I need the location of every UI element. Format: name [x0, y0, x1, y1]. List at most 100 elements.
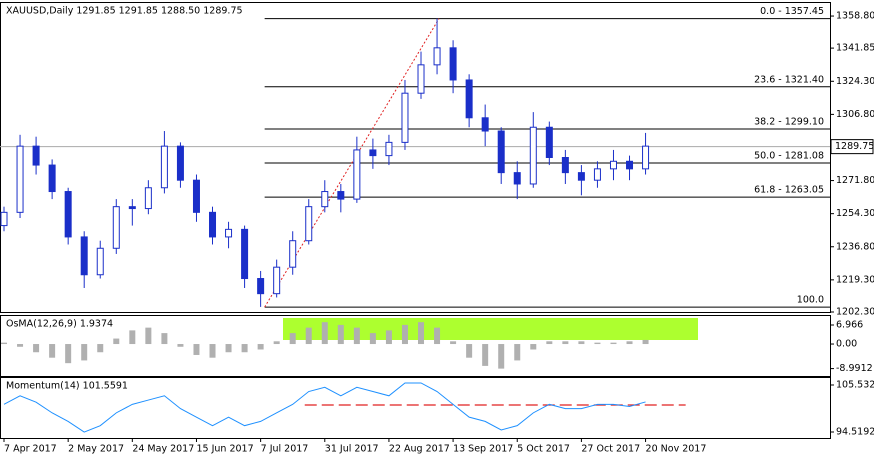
last-price-label: 1289.75: [835, 141, 874, 152]
candle-body: [80, 236, 88, 276]
y-tick-label: 1202.30: [836, 307, 874, 318]
y-tick-label: 0.00: [836, 339, 857, 350]
candle-body: [337, 191, 345, 200]
candle-body: [144, 187, 152, 210]
osma-bar: [546, 341, 553, 345]
candle-body: [96, 247, 104, 276]
fib-label: 23.6 - 1321.40: [754, 74, 824, 85]
osma-bar: [129, 330, 136, 345]
osma-bar: [530, 344, 537, 350]
candle-body: [529, 126, 537, 185]
osma-bar: [145, 327, 152, 345]
candle-body: [128, 206, 136, 210]
osma-bar: [33, 344, 40, 353]
candle-body: [465, 79, 473, 119]
panel-title: XAUUSD,Daily 1291.85 1291.85 1288.50 128…: [6, 6, 243, 17]
x-tick-label: 31 Jul 2017: [325, 444, 379, 455]
osma-bar: [498, 344, 505, 369]
x-tick-label: 2 May 2017: [68, 444, 124, 455]
candle-body: [273, 266, 281, 295]
osma-bar: [610, 342, 617, 345]
osma-bar: [193, 344, 200, 355]
candle-body: [160, 145, 168, 189]
candle-body: [497, 130, 505, 174]
candle-body: [192, 179, 200, 213]
osma-bar: [225, 344, 232, 353]
osma-bar: [434, 327, 441, 345]
y-tick-label: 1271.80: [836, 175, 874, 186]
x-tick-label: 7 Apr 2017: [4, 444, 57, 455]
fib-label: 0.0 - 1357.45: [760, 6, 824, 17]
osma-bar: [65, 344, 72, 364]
osma-bar: [514, 344, 521, 361]
x-tick-label: 20 Nov 2017: [646, 444, 707, 455]
osma-bar: [466, 344, 473, 358]
candle-body: [176, 145, 184, 181]
candle-body: [577, 172, 585, 181]
osma-bar: [305, 327, 312, 345]
y-tick-label: 1341.85: [836, 43, 874, 54]
osma-bar: [626, 341, 633, 345]
osma-bar: [642, 339, 649, 345]
candle-body: [225, 228, 233, 238]
osma-bar: [257, 344, 264, 350]
panel-title: Momentum(14) 101.5591: [6, 381, 128, 392]
fib-label: 100.0: [797, 295, 824, 306]
x-tick-label: 13 Sep 2017: [453, 444, 513, 455]
osma-bar: [401, 324, 408, 345]
osma-bar: [562, 341, 569, 345]
candle-body: [209, 211, 217, 238]
x-tick-label: 22 Aug 2017: [389, 444, 450, 455]
osma-bar: [594, 342, 601, 345]
osma-bar: [97, 344, 104, 353]
candle-body: [642, 145, 650, 170]
osma-bar: [418, 322, 425, 345]
osma-bar: [49, 344, 56, 358]
momentum-panel: [0, 377, 831, 439]
osma-bar: [578, 341, 585, 345]
fib-label: 38.2 - 1299.10: [754, 116, 824, 127]
candle-body: [353, 149, 361, 200]
y-tick-label: 1358.80: [836, 11, 874, 22]
candle-body: [16, 145, 24, 213]
candle-body: [626, 160, 634, 170]
osma-bar: [1, 342, 8, 345]
osma-bar: [161, 333, 168, 345]
candle-body: [417, 64, 425, 94]
x-tick-label: 5 Oct 2017: [517, 444, 570, 455]
y-tick-label: -8.9912: [836, 363, 873, 374]
candle-body: [449, 47, 457, 81]
candle-body: [385, 141, 393, 157]
panel-title: OsMA(12,26,9) 1.9374: [6, 319, 113, 330]
main-panel: [0, 2, 831, 313]
candle-body: [593, 168, 601, 181]
candle-body: [401, 92, 409, 143]
y-tick-label: 6.966: [836, 320, 863, 331]
osma-bar: [385, 330, 392, 345]
osma-bar: [353, 327, 360, 345]
osma-bar: [321, 322, 328, 345]
candle-body: [545, 126, 553, 159]
x-tick-label: 27 Oct 2017: [581, 444, 640, 455]
y-tick-label: 1254.30: [836, 208, 874, 219]
candle-body: [561, 157, 569, 174]
candle-body: [257, 278, 265, 295]
candle-body: [64, 191, 72, 238]
osma-bar: [450, 341, 457, 345]
candle-body: [32, 145, 40, 166]
y-tick-label: 1236.80: [836, 241, 874, 252]
osma-bar: [177, 344, 184, 347]
candle-body: [433, 47, 441, 66]
candle-body: [321, 191, 329, 208]
x-tick-label: 15 Jun 2017: [196, 444, 253, 455]
osma-bar: [17, 344, 24, 347]
osma-bar: [81, 344, 88, 361]
y-tick-label: 1324.30: [836, 76, 874, 87]
candle-body: [369, 149, 377, 157]
osma-bar: [241, 344, 248, 353]
osma-bar: [209, 344, 216, 358]
candle-body: [289, 240, 297, 268]
fib-label: 50.0 - 1281.08: [754, 151, 824, 162]
